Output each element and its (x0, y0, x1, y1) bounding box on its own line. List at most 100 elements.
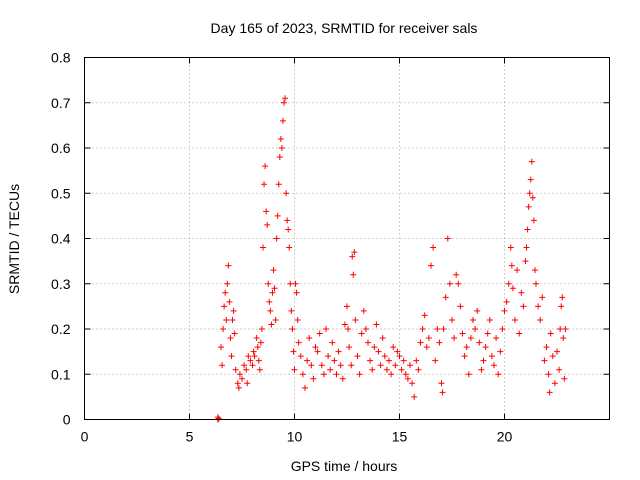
data-point (327, 366, 334, 373)
data-point (245, 353, 252, 360)
data-point (390, 344, 397, 351)
y-tick-label: 0 (63, 412, 71, 428)
data-point (350, 271, 357, 278)
data-point (465, 371, 472, 378)
x-tick-labels: 0 5 10 15 20 (81, 429, 513, 445)
data-point (455, 280, 462, 287)
data-point (286, 244, 293, 251)
data-point (299, 371, 306, 378)
data-point (284, 217, 291, 224)
data-point (356, 371, 363, 378)
data-point (375, 348, 382, 355)
data-point (491, 362, 497, 369)
data-point (287, 280, 294, 287)
data-point (302, 384, 308, 391)
data-point (235, 384, 242, 391)
data-point (528, 158, 535, 165)
data-point (279, 117, 286, 124)
data-point (402, 371, 409, 378)
data-point (467, 335, 474, 342)
data-point (400, 357, 407, 364)
chart-title: Day 165 of 2023, SRMTID for receiver sal… (211, 20, 478, 36)
data-point (225, 262, 232, 269)
data-point (257, 339, 264, 346)
data-point (325, 353, 332, 360)
data-point (318, 362, 325, 369)
data-point (561, 375, 568, 382)
x-tick-label: 15 (392, 429, 408, 445)
y-tick-label: 0.6 (51, 140, 71, 156)
data-point (249, 362, 256, 369)
data-point (560, 335, 567, 342)
data-point (362, 326, 369, 332)
data-point (484, 330, 491, 337)
data-point (263, 208, 270, 215)
y-tick-label: 0.8 (51, 50, 71, 66)
data-point (386, 357, 392, 364)
data-point (232, 366, 239, 373)
data-point (229, 316, 236, 323)
data-point (349, 253, 356, 260)
data-point (421, 312, 428, 319)
data-point (495, 371, 502, 378)
data-point (219, 362, 226, 369)
data-point (541, 357, 548, 364)
data-point (501, 307, 508, 314)
y-tick-label: 0.2 (51, 321, 71, 337)
data-point (331, 357, 338, 364)
data-point (440, 326, 447, 332)
data-point (509, 285, 516, 292)
data-point (339, 375, 346, 382)
x-tick-label: 10 (287, 429, 303, 445)
data-point (271, 285, 278, 292)
data-point (275, 181, 282, 188)
data-point (306, 335, 313, 342)
data-point (295, 339, 302, 346)
data-point (558, 303, 565, 310)
data-point (261, 181, 268, 188)
data-point (457, 303, 464, 310)
x-tick-label: 20 (497, 429, 513, 445)
data-point (557, 326, 564, 332)
data-point (543, 344, 550, 351)
data-point (297, 353, 304, 360)
data-point (323, 326, 329, 332)
data-point (369, 366, 376, 373)
data-point (546, 389, 553, 396)
y-tick-labels: 0 0.1 0.2 0.3 0.4 0.5 0.6 0.7 0.8 (51, 50, 71, 428)
data-point (227, 335, 234, 342)
data-point (314, 348, 321, 355)
data-point (226, 298, 233, 305)
data-point (222, 289, 229, 296)
data-point (539, 294, 546, 301)
data-point (365, 339, 371, 346)
data-point (480, 357, 487, 364)
data-point (215, 415, 222, 422)
y-tick-label: 0.4 (51, 231, 71, 247)
data-point (270, 267, 277, 274)
data-points (214, 95, 569, 423)
data-point (562, 326, 569, 332)
plot-frame (84, 57, 610, 420)
data-point (256, 366, 263, 373)
data-point (352, 316, 359, 323)
data-point (407, 362, 413, 369)
data-point (451, 335, 458, 342)
data-point (282, 95, 289, 102)
data-point (292, 280, 299, 287)
data-point (472, 326, 479, 332)
data-point (503, 298, 510, 305)
y-tick-label: 0.3 (51, 276, 71, 292)
data-point (446, 280, 453, 287)
data-point (283, 190, 290, 197)
data-point (268, 321, 275, 328)
data-point (337, 362, 344, 369)
data-point (529, 194, 536, 201)
data-point (267, 307, 274, 314)
x-tick-label: 5 (186, 429, 194, 445)
data-point (470, 316, 476, 323)
data-point (276, 154, 283, 161)
data-point (371, 344, 378, 351)
data-point (404, 375, 411, 382)
